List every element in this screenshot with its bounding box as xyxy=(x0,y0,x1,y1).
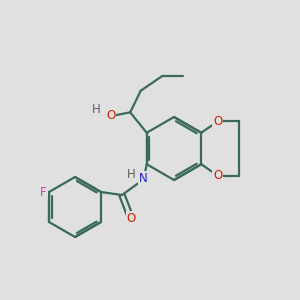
Text: O: O xyxy=(213,115,222,128)
Text: N: N xyxy=(139,172,147,185)
Text: F: F xyxy=(40,185,47,199)
Text: H: H xyxy=(127,167,135,181)
Text: H: H xyxy=(92,103,101,116)
Text: O: O xyxy=(213,169,222,182)
Text: O: O xyxy=(106,109,116,122)
Text: O: O xyxy=(126,212,136,225)
